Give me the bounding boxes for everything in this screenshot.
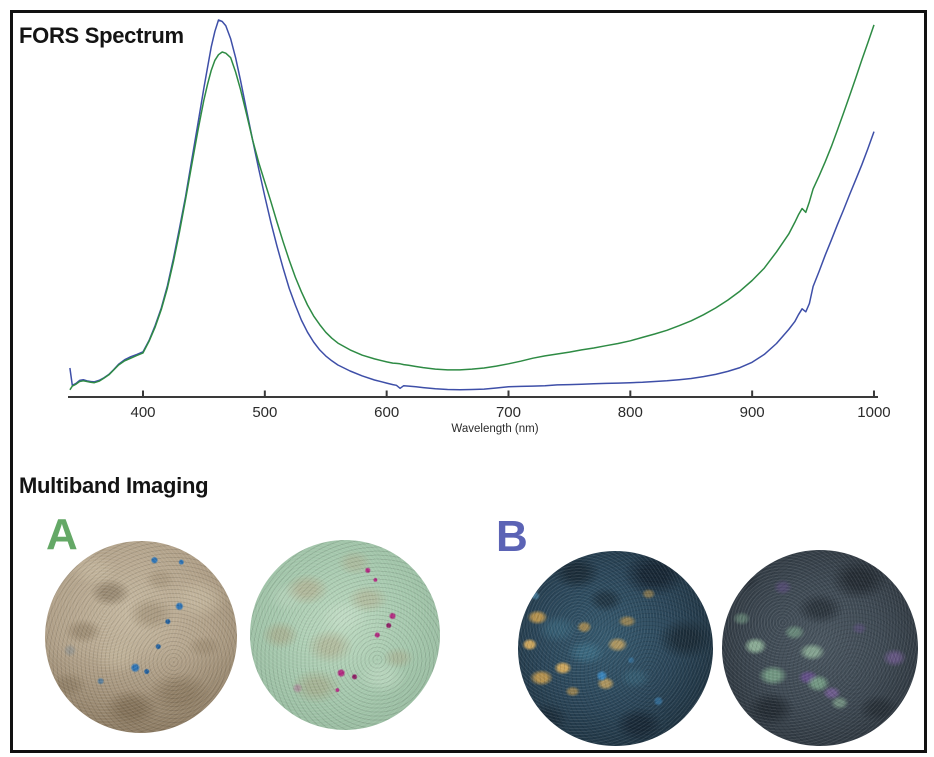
svg-text:1000: 1000: [857, 404, 890, 421]
svg-text:500: 500: [252, 404, 277, 421]
micrograph-b-visible-light: [518, 551, 713, 746]
svg-text:400: 400: [130, 404, 155, 421]
svg-text:800: 800: [618, 404, 643, 421]
fors-spectrum-chart: 400 500 600 700 800 900 1000 Wavelength (nm): [68, 19, 891, 435]
panel-b-label: B: [496, 512, 528, 561]
figure-frame: FORS Spectrum 400 500 600 700 800 900 1000 Wave…: [10, 10, 927, 753]
svg-text:600: 600: [374, 404, 399, 421]
micrograph-b-false-color: [722, 550, 918, 746]
micrograph-a-false-color: [250, 540, 440, 730]
fors-spectrum-title: FORS Spectrum: [19, 23, 184, 48]
svg-text:Wavelength (nm): Wavelength (nm): [451, 423, 538, 435]
svg-text:700: 700: [496, 404, 521, 421]
panel-a-label: A: [46, 510, 78, 559]
svg-text:900: 900: [740, 404, 765, 421]
multiband-imaging-title: Multiband Imaging: [19, 473, 209, 498]
micrograph-a-visible-light: [45, 541, 237, 733]
